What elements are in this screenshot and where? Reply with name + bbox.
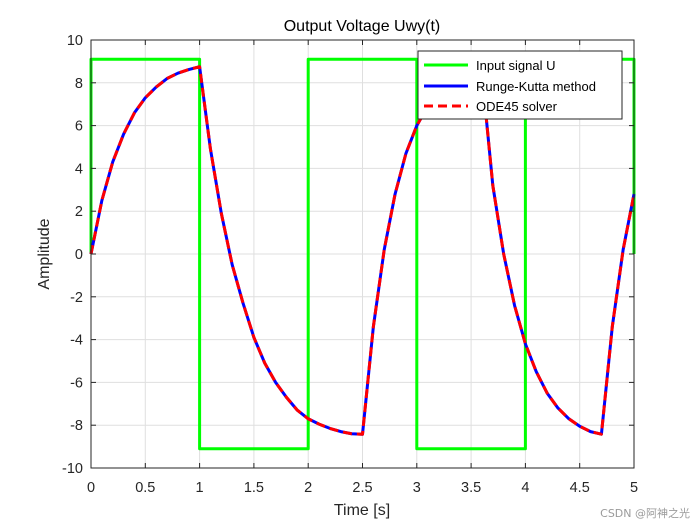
y-tick-label: -6: [70, 375, 83, 391]
y-axis-label: Amplitude: [36, 218, 53, 289]
y-tick-label: 4: [75, 161, 83, 177]
legend-label-input-signal: Input signal U: [476, 58, 556, 73]
y-tick-label: 6: [75, 119, 83, 135]
x-tick-label: 3: [413, 480, 421, 496]
y-tick-label: 0: [75, 247, 83, 263]
legend-label-ode45: ODE45 solver: [476, 99, 558, 114]
y-tick-labels: -10 -8 -6 -4 -2 0 2 4 6 8 10: [62, 33, 83, 477]
watermark: CSDN @阿神之光: [600, 507, 690, 520]
x-tick-label: 2.5: [352, 480, 372, 496]
y-tick-label: -10: [62, 461, 83, 477]
tick-marks: [90, 39, 635, 469]
chart-title: Output Voltage Uwy(t): [284, 18, 441, 35]
x-tick-label: 4.5: [570, 480, 590, 496]
x-axis-label: Time [s]: [334, 502, 390, 519]
y-tick-label: -4: [70, 333, 83, 349]
y-tick-label: 2: [75, 204, 83, 220]
x-tick-label: 5: [630, 480, 638, 496]
y-tick-label: -8: [70, 418, 83, 434]
legend: Input signal U Runge-Kutta method ODE45 …: [417, 50, 623, 120]
x-tick-label: 0.5: [135, 480, 155, 496]
x-tick-label: 1: [196, 480, 204, 496]
series-ode45: [89, 65, 636, 436]
x-tick-label: 4: [521, 480, 529, 496]
x-tick-label: 1.5: [244, 480, 264, 496]
y-tick-label: -2: [70, 290, 83, 306]
y-tick-label: 10: [67, 33, 83, 49]
legend-label-runge-kutta: Runge-Kutta method: [476, 79, 596, 94]
x-tick-label: 3.5: [461, 480, 481, 496]
x-tick-labels: 0 0.5 1 1.5 2 2.5 3 3.5 4 4.5 5: [87, 480, 638, 496]
x-tick-label: 2: [304, 480, 312, 496]
x-tick-label: 0: [87, 480, 95, 496]
y-tick-label: 8: [75, 76, 83, 92]
